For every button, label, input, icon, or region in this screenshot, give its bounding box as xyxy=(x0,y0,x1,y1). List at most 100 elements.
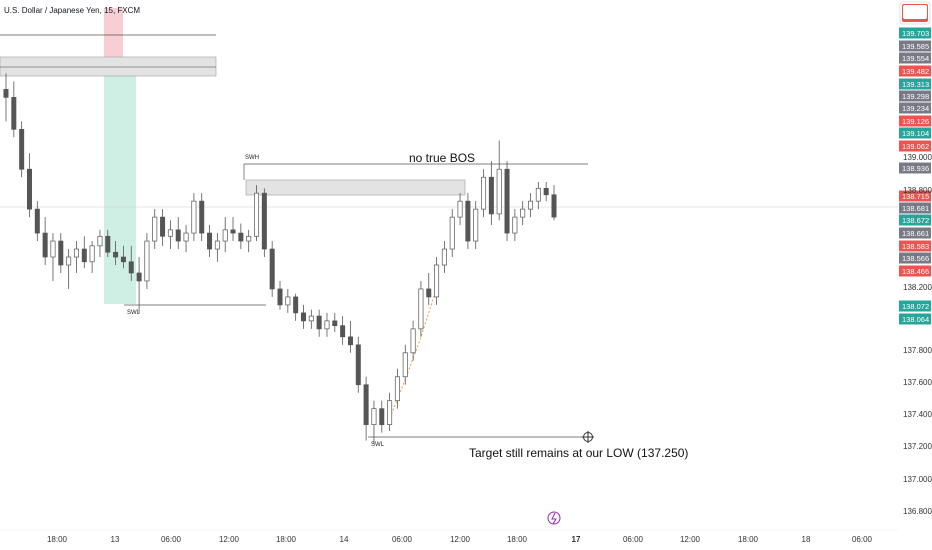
price-label-badge[interactable] xyxy=(899,115,931,127)
candle[interactable] xyxy=(152,209,158,250)
candle[interactable] xyxy=(246,229,252,253)
price-label-badge[interactable] xyxy=(899,300,931,312)
price-label-badge[interactable] xyxy=(899,162,931,174)
price-label-badge[interactable] xyxy=(899,27,931,39)
candle[interactable] xyxy=(58,233,64,273)
candle[interactable] xyxy=(332,312,338,333)
price-label-badge[interactable] xyxy=(899,78,931,90)
price-label-badge[interactable] xyxy=(899,240,931,252)
candle[interactable] xyxy=(89,241,95,273)
supply-box-left[interactable] xyxy=(0,56,217,77)
candle[interactable] xyxy=(26,153,32,218)
candle[interactable] xyxy=(363,376,369,441)
price-label-badge[interactable] xyxy=(899,313,931,325)
candle[interactable] xyxy=(465,193,471,250)
candle[interactable] xyxy=(214,233,220,262)
candle[interactable] xyxy=(387,392,393,432)
candle[interactable] xyxy=(379,400,385,433)
price-label-badge[interactable] xyxy=(899,202,931,214)
price-label-badge[interactable] xyxy=(899,65,931,77)
candle[interactable] xyxy=(207,225,213,258)
candle[interactable] xyxy=(488,161,494,226)
candle[interactable] xyxy=(340,316,346,345)
candle[interactable] xyxy=(324,312,330,337)
candle[interactable] xyxy=(293,293,299,321)
lightning-icon[interactable] xyxy=(547,511,561,525)
candle[interactable] xyxy=(113,241,119,265)
candle[interactable] xyxy=(50,233,56,281)
candle[interactable] xyxy=(199,193,205,242)
candle[interactable] xyxy=(144,233,150,289)
supply-box-middle[interactable] xyxy=(245,179,466,196)
price-label-badge[interactable] xyxy=(899,227,931,239)
candle[interactable] xyxy=(300,304,306,329)
price-label-badge[interactable] xyxy=(899,102,931,114)
candle[interactable] xyxy=(230,217,236,242)
candle[interactable] xyxy=(191,193,197,242)
candle[interactable] xyxy=(81,236,87,269)
price-label-badge[interactable] xyxy=(899,190,931,202)
candle[interactable] xyxy=(316,309,322,337)
candle-body-down xyxy=(363,384,369,425)
price-label-badge[interactable] xyxy=(899,140,931,152)
candle[interactable] xyxy=(504,161,510,242)
candle[interactable] xyxy=(136,257,142,313)
candle-body-down xyxy=(105,235,111,253)
price-label-badge[interactable] xyxy=(899,40,931,52)
price-label-badge[interactable] xyxy=(899,265,931,277)
price-label-badge[interactable] xyxy=(899,52,931,64)
candle[interactable] xyxy=(97,229,103,258)
candle[interactable] xyxy=(73,241,79,273)
candle[interactable] xyxy=(449,209,455,258)
candle[interactable] xyxy=(277,280,283,310)
candle[interactable] xyxy=(160,209,166,246)
candle[interactable] xyxy=(120,245,126,269)
candle[interactable] xyxy=(175,217,181,250)
candle[interactable] xyxy=(426,272,432,305)
candle[interactable] xyxy=(512,209,518,242)
candle[interactable] xyxy=(496,140,502,221)
candle[interactable] xyxy=(481,169,487,218)
price-label-badge[interactable] xyxy=(899,214,931,226)
candle[interactable] xyxy=(457,193,463,226)
price-label-badge[interactable] xyxy=(899,252,931,264)
candle[interactable] xyxy=(410,320,416,361)
candle[interactable] xyxy=(3,73,9,122)
candle[interactable] xyxy=(402,344,408,385)
candle[interactable] xyxy=(308,309,314,329)
candle[interactable] xyxy=(183,225,189,253)
candle[interactable] xyxy=(128,245,134,281)
price-label-badge[interactable] xyxy=(899,127,931,139)
candle[interactable] xyxy=(434,257,440,305)
price-label-text: 138.566 xyxy=(902,254,929,263)
candle[interactable] xyxy=(520,201,526,226)
sell-zone-red[interactable] xyxy=(104,8,123,68)
candle[interactable] xyxy=(371,400,377,444)
candle[interactable] xyxy=(551,185,557,221)
candle[interactable] xyxy=(269,241,275,297)
candle[interactable] xyxy=(355,336,361,393)
candle[interactable] xyxy=(34,201,40,242)
candle[interactable] xyxy=(42,217,48,265)
candle[interactable] xyxy=(254,185,260,242)
candle[interactable] xyxy=(261,188,267,258)
candle[interactable] xyxy=(222,217,228,253)
candle[interactable] xyxy=(473,201,479,250)
candle[interactable] xyxy=(528,193,534,218)
candle[interactable] xyxy=(66,249,72,289)
price-label-badge[interactable] xyxy=(899,90,931,102)
candle[interactable] xyxy=(394,368,400,409)
candle[interactable] xyxy=(105,229,111,258)
candle[interactable] xyxy=(441,241,447,273)
candle[interactable] xyxy=(535,181,541,210)
candle[interactable] xyxy=(543,181,549,202)
candle[interactable] xyxy=(285,288,291,313)
crosshair-target-icon[interactable] xyxy=(582,431,594,443)
candle[interactable] xyxy=(418,280,424,337)
candle[interactable] xyxy=(11,81,17,138)
candle[interactable] xyxy=(347,320,353,353)
candle[interactable] xyxy=(167,220,173,250)
candle[interactable] xyxy=(19,121,25,178)
candle[interactable] xyxy=(238,223,244,250)
